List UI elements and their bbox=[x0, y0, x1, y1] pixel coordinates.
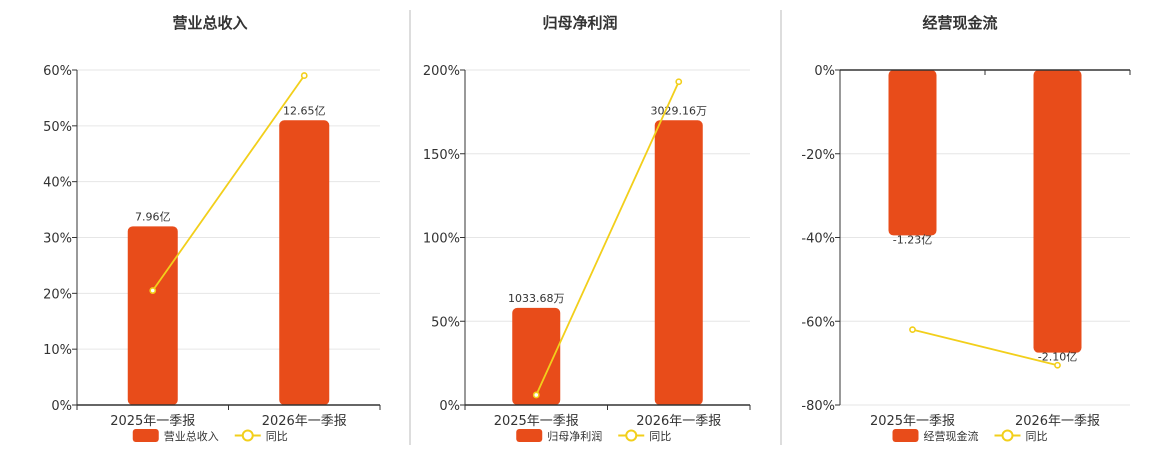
bar-data-label: 7.96亿 bbox=[135, 210, 171, 223]
chart-panel-1: 营业总收入 0% 10% 20% 30% 40% 50% 60% 7.96亿 12.65亿 2025… bbox=[43, 14, 381, 443]
y-tick-label: 40% bbox=[43, 176, 72, 191]
y-tick-label: -20% bbox=[801, 148, 835, 163]
bar bbox=[654, 120, 703, 405]
y-tick-label: 0% bbox=[439, 399, 460, 414]
bar-data-label: -1.23亿 bbox=[893, 233, 932, 246]
legend-bar-swatch bbox=[516, 429, 543, 442]
bar bbox=[888, 70, 937, 236]
x-tick-label: 2026年一季报 bbox=[636, 414, 721, 429]
y-tick-label: 150% bbox=[423, 148, 460, 163]
x-tick-label: 2026年一季报 bbox=[262, 414, 347, 429]
legend-line-marker bbox=[625, 429, 638, 442]
bar-data-label: 3029.16万 bbox=[651, 104, 708, 117]
chart-title: 营业总收入 bbox=[172, 14, 247, 32]
x-tick-label: 2026年一季报 bbox=[1015, 414, 1100, 429]
y-tick-label: 200% bbox=[423, 64, 460, 79]
bar-data-label: 1033.68万 bbox=[508, 292, 565, 305]
yoy-point bbox=[1054, 361, 1061, 369]
y-tick-label: 100% bbox=[423, 232, 460, 247]
y-tick-label: 60% bbox=[43, 64, 72, 79]
chart-panel-2: 归母净利润 0% 50% 100% 150% 200% 1033.68万 3029.16万 20… bbox=[423, 14, 751, 443]
y-tick-label: -60% bbox=[801, 315, 835, 330]
x-tick-label: 2025年一季报 bbox=[494, 414, 579, 429]
yoy-line bbox=[535, 81, 680, 396]
legend-bar-swatch bbox=[892, 429, 919, 442]
legend-line-label: 同比 bbox=[266, 430, 288, 443]
y-tick-label: 50% bbox=[431, 315, 460, 330]
legend-line-marker bbox=[1001, 429, 1014, 442]
yoy-point bbox=[675, 78, 683, 86]
legend-line-marker bbox=[241, 429, 254, 442]
legend-bar-label: 经营现金流 bbox=[924, 429, 979, 443]
y-tick-label: 20% bbox=[43, 287, 72, 302]
bar bbox=[512, 307, 561, 405]
y-tick-label: 0% bbox=[51, 399, 72, 414]
legend: 经营现金流 同比 bbox=[892, 429, 1048, 443]
bar bbox=[279, 120, 330, 405]
y-tick-label: -80% bbox=[801, 399, 835, 414]
yoy-point bbox=[300, 72, 308, 79]
bar-data-label: 12.65亿 bbox=[283, 104, 326, 117]
x-tick-label: 2025年一季报 bbox=[110, 414, 195, 429]
bar bbox=[1033, 70, 1082, 353]
y-tick-label: -40% bbox=[801, 232, 835, 247]
y-tick-label: 0% bbox=[814, 64, 835, 79]
legend: 营业总收入 同比 bbox=[132, 429, 288, 443]
legend-bar-swatch bbox=[132, 429, 159, 442]
bar bbox=[127, 226, 178, 405]
y-tick-label: 30% bbox=[43, 232, 72, 247]
y-tick-label: 50% bbox=[43, 120, 72, 135]
legend-bar-label: 营业总收入 bbox=[164, 429, 219, 443]
chart-title: 经营现金流 bbox=[922, 14, 997, 32]
yoy-line bbox=[912, 328, 1058, 367]
yoy-point bbox=[909, 326, 916, 334]
legend: 归母净利润 同比 bbox=[516, 429, 671, 443]
yoy-line bbox=[152, 75, 305, 292]
yoy-point bbox=[149, 287, 157, 294]
chart-title: 归母净利润 bbox=[542, 14, 617, 32]
legend-bar-label: 归母净利润 bbox=[547, 429, 602, 443]
bar-data-label: -2.10亿 bbox=[1038, 351, 1077, 364]
legend-line-label: 同比 bbox=[649, 430, 671, 443]
x-tick-label: 2025年一季报 bbox=[870, 414, 955, 429]
y-tick-label: 10% bbox=[43, 343, 72, 358]
yoy-point bbox=[532, 391, 540, 399]
legend-line-label: 同比 bbox=[1026, 430, 1048, 443]
chart-panel-3: 经营现金流 0% -20% -40% -60% -80% -1.23亿 -2.10亿 2025年… bbox=[801, 14, 1131, 443]
